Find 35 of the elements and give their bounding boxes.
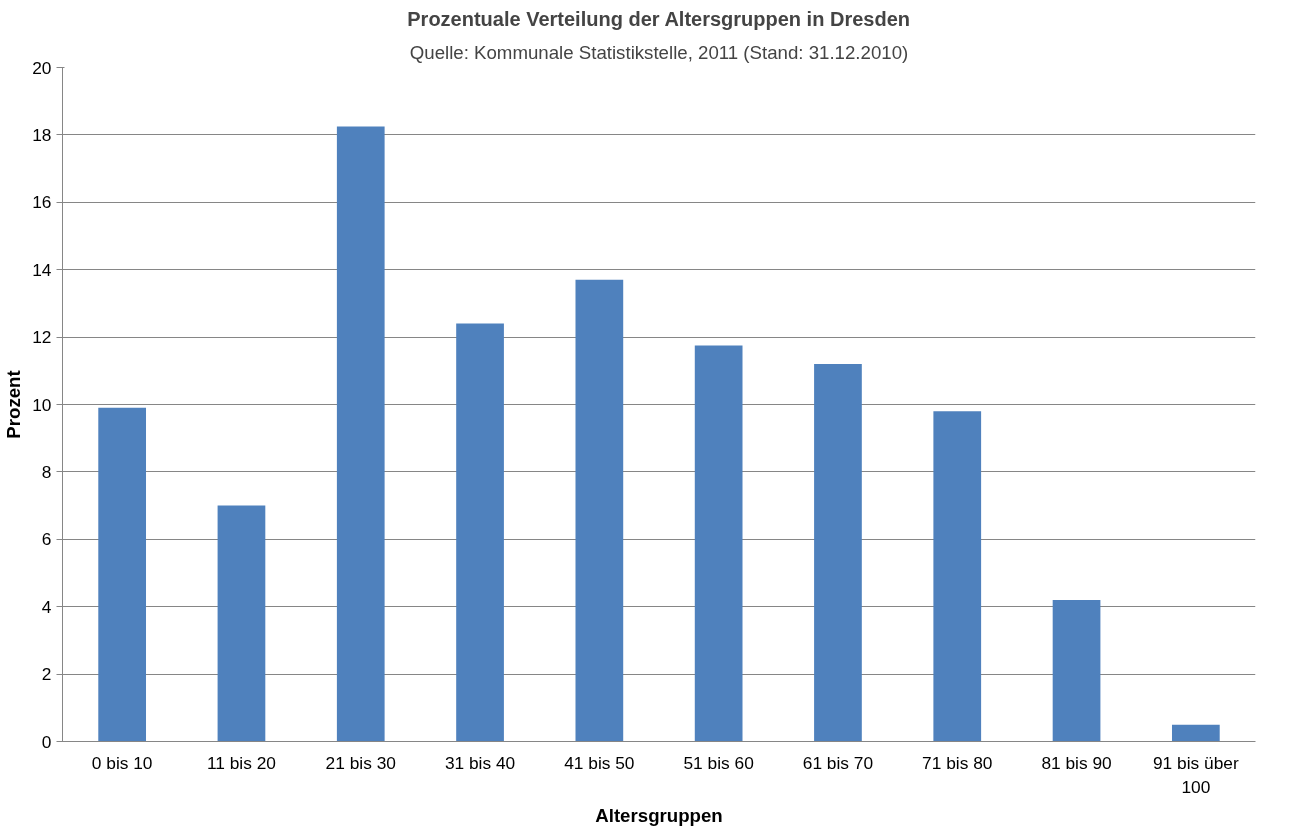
y-tick-label: 14 [32,259,52,280]
y-tick-label: 8 [41,461,52,482]
y-tick-label: 10 [32,394,52,415]
x-axis-title: Altersgruppen [595,804,723,826]
x-tick-label: 31 bis 40 [444,752,516,773]
bar [456,323,504,742]
x-tick-label: 91 bis über 100 [1152,752,1239,797]
bar [933,411,982,742]
bar [217,505,266,742]
x-tick-label: 11 bis 20 [206,752,276,773]
y-tick-label: 2 [41,664,52,685]
x-tick-label: 51 bis 60 [683,752,754,773]
x-tick-label: 41 bis 50 [564,752,635,773]
bar [694,345,743,742]
bar [814,364,862,742]
chart-title: Prozentuale Verteilung der Altersgruppen in Dresden [407,7,910,30]
y-tick-label: 12 [32,327,52,348]
bar [98,407,147,742]
x-tick-label: 71 bis 80 [922,752,993,773]
y-tick-label: 6 [41,529,52,550]
y-tick-label: 0 [41,731,52,752]
x-tick-label: 61 bis 70 [802,752,874,773]
x-tick-label: 0 bis 10 [91,752,153,773]
x-tick-label: 21 bis 30 [325,752,396,773]
y-tick-label: 20 [32,57,52,78]
y-tick-label: 4 [41,596,52,617]
bar [575,279,624,742]
y-axis-title: Prozent [3,370,25,439]
bar [1052,599,1101,742]
bar [336,126,385,742]
x-tick-label: 81 bis 90 [1041,752,1112,773]
y-tick-label: 18 [32,124,52,145]
chart-subtitle: Quelle: Kommunale Statistikstelle, 2011 (Stand: 31.12.2010) [409,41,909,63]
bar [1171,724,1220,742]
y-tick-label: 16 [32,192,52,213]
